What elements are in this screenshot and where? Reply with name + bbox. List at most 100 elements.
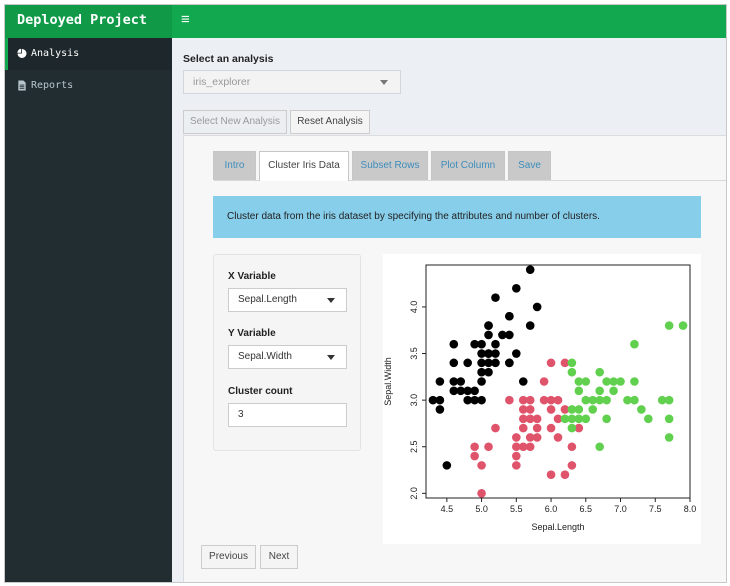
data-point-cluster-1 bbox=[491, 349, 500, 358]
data-point-cluster-2 bbox=[470, 442, 479, 452]
data-point-cluster-1 bbox=[484, 321, 493, 330]
analysis-select-value: iris_explorer bbox=[193, 76, 251, 88]
next-button[interactable]: Next bbox=[260, 545, 298, 569]
data-point-cluster-3 bbox=[664, 395, 674, 405]
data-point-cluster-2 bbox=[525, 433, 535, 442]
caret-down-icon bbox=[327, 298, 335, 303]
data-point-cluster-2 bbox=[518, 442, 528, 452]
select-new-analysis-button[interactable]: Select New Analysis bbox=[183, 110, 287, 134]
y-variable-label: Y Variable bbox=[228, 328, 276, 339]
data-point-cluster-2 bbox=[525, 442, 535, 452]
tab-plot-column[interactable]: Plot Column bbox=[431, 151, 505, 180]
y-variable-select[interactable]: Sepal.Width bbox=[228, 345, 347, 369]
caret-down-icon bbox=[380, 80, 388, 85]
data-point-cluster-2 bbox=[560, 358, 570, 368]
sidebar-item-reports[interactable]: Reports bbox=[5, 70, 172, 102]
scatter-plot: 4.5 5.0 5.5 6.0 6.5 7.0 7.5 8.0 2.0 2.5 3.0 3.5 4.0 S… bbox=[383, 254, 701, 544]
data-point-cluster-2 bbox=[546, 358, 556, 368]
data-point-cluster-3 bbox=[588, 405, 598, 414]
data-point-cluster-2 bbox=[574, 423, 584, 433]
x-tick-label: 6.0 bbox=[545, 504, 558, 514]
data-point-cluster-1 bbox=[449, 339, 459, 349]
scatter-plot-svg: 4.5 5.0 5.5 6.0 6.5 7.0 7.5 8.0 2.0 2.5 3.0 3.5 4.0 S… bbox=[383, 264, 697, 532]
hamburger-menu-icon[interactable]: ≡ bbox=[181, 11, 190, 28]
x-variable-value: Sepal.Length bbox=[238, 294, 297, 305]
data-point-cluster-3 bbox=[567, 414, 577, 424]
tab-save[interactable]: Save bbox=[508, 151, 551, 180]
data-point-cluster-2 bbox=[512, 461, 521, 470]
cluster-count-input[interactable]: 3 bbox=[228, 403, 347, 427]
y-axis-label: Sepal.Width bbox=[383, 357, 393, 406]
data-point-cluster-3 bbox=[644, 414, 653, 424]
x-tick-label: 4.5 bbox=[441, 504, 454, 514]
x-tick-label: 7.0 bbox=[614, 504, 627, 514]
data-point-cluster-1 bbox=[484, 349, 493, 358]
x-tick-label: 5.5 bbox=[510, 504, 523, 514]
data-point-cluster-2 bbox=[560, 405, 570, 414]
data-point-cluster-2 bbox=[518, 405, 528, 414]
data-point-cluster-3 bbox=[560, 414, 570, 424]
info-callout: Cluster data from the iris dataset by sp… bbox=[213, 196, 701, 238]
data-point-cluster-2 bbox=[518, 414, 528, 424]
analysis-select[interactable]: iris_explorer bbox=[183, 70, 401, 94]
data-point-cluster-1 bbox=[477, 339, 486, 349]
reset-analysis-button[interactable]: Reset Analysis bbox=[290, 110, 370, 134]
sidebar-item-label: Reports bbox=[31, 80, 74, 91]
data-point-cluster-1 bbox=[463, 395, 472, 405]
data-point-cluster-1 bbox=[491, 339, 500, 349]
data-point-cluster-2 bbox=[567, 461, 577, 470]
main-content: Select an analysis iris_explorer Select … bbox=[172, 38, 726, 582]
data-point-cluster-3 bbox=[637, 405, 646, 414]
data-point-cluster-3 bbox=[678, 321, 688, 330]
sidebar-item-analysis[interactable]: Analysis bbox=[5, 38, 172, 70]
data-point-cluster-3 bbox=[595, 386, 604, 396]
data-point-cluster-1 bbox=[456, 386, 466, 396]
data-point-cluster-2 bbox=[539, 395, 549, 405]
data-point-cluster-3 bbox=[664, 321, 674, 330]
data-point-cluster-3 bbox=[595, 367, 604, 377]
sidebar: Analysis Reports bbox=[5, 38, 172, 582]
top-navbar: ≡ bbox=[172, 5, 726, 38]
x-tick-label: 8.0 bbox=[684, 504, 697, 514]
data-point-cluster-3 bbox=[581, 395, 591, 405]
data-point-cluster-3 bbox=[630, 377, 639, 386]
y-tick-label: 4.0 bbox=[409, 301, 419, 314]
data-point-cluster-3 bbox=[567, 367, 577, 377]
x-variable-select[interactable]: Sepal.Length bbox=[228, 288, 347, 312]
data-point-cluster-1 bbox=[505, 330, 514, 340]
data-point-cluster-1 bbox=[484, 358, 493, 368]
tab-cluster-iris-data[interactable]: Cluster Iris Data bbox=[259, 151, 349, 181]
tab-divider bbox=[214, 180, 726, 181]
cluster-count-label: Cluster count bbox=[228, 386, 293, 397]
data-point-cluster-1 bbox=[456, 377, 466, 386]
data-point-cluster-3 bbox=[616, 377, 625, 386]
app-title[interactable]: Deployed Project bbox=[5, 5, 172, 38]
data-point-cluster-2 bbox=[546, 470, 556, 479]
data-point-cluster-2 bbox=[512, 442, 521, 452]
data-point-cluster-2 bbox=[505, 395, 514, 405]
previous-button[interactable]: Previous bbox=[201, 545, 256, 569]
data-point-cluster-3 bbox=[630, 395, 639, 405]
analysis-panel: Intro Cluster Iris Data Subset Rows Plot… bbox=[183, 135, 726, 582]
data-point-cluster-1 bbox=[477, 367, 486, 377]
x-axis-label: Sepal.Length bbox=[531, 522, 584, 532]
data-point-cluster-3 bbox=[602, 395, 611, 405]
data-point-cluster-2 bbox=[546, 395, 556, 405]
data-point-cluster-1 bbox=[484, 367, 493, 377]
data-point-cluster-1 bbox=[449, 377, 459, 386]
data-point-cluster-1 bbox=[477, 377, 486, 386]
tab-subset-rows[interactable]: Subset Rows bbox=[352, 151, 428, 180]
data-point-cluster-1 bbox=[470, 339, 479, 349]
data-point-cluster-2 bbox=[518, 423, 528, 433]
data-point-cluster-1 bbox=[484, 330, 493, 340]
data-point-cluster-3 bbox=[567, 423, 577, 433]
data-point-cluster-1 bbox=[470, 395, 479, 405]
data-point-cluster-2 bbox=[546, 405, 556, 414]
data-point-cluster-1 bbox=[477, 395, 486, 405]
tab-intro[interactable]: Intro bbox=[213, 151, 256, 180]
data-point-cluster-1 bbox=[525, 321, 535, 330]
data-point-cluster-3 bbox=[595, 442, 604, 452]
data-point-cluster-1 bbox=[498, 330, 507, 340]
data-point-cluster-2 bbox=[553, 433, 563, 442]
data-point-cluster-1 bbox=[477, 358, 486, 368]
